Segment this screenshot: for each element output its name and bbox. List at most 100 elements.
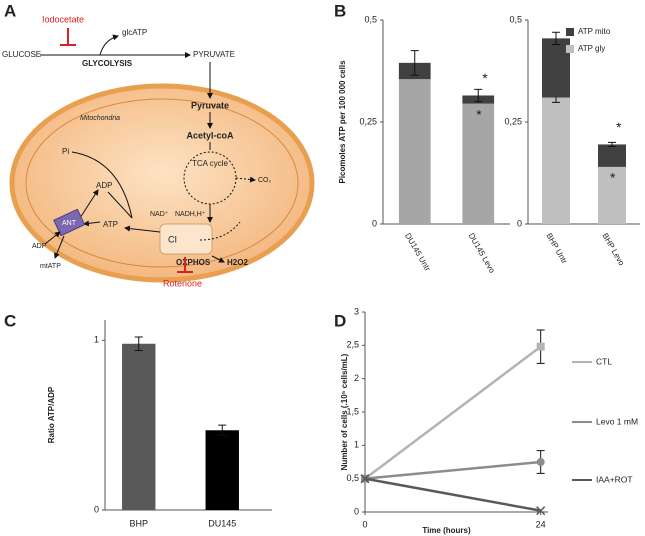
line <box>364 460 541 480</box>
arrow <box>71 151 133 219</box>
process: GLYCOLYSIS <box>82 59 133 68</box>
bar-segment <box>398 79 431 224</box>
y-tick-label: 0 <box>94 504 99 514</box>
line <box>364 477 541 512</box>
y-axis-label: Number of cells (.10⁵ cells/mL) <box>340 353 349 470</box>
y-tick-label: 0 <box>354 506 359 516</box>
metabolite: PYRUVATE <box>193 50 235 59</box>
marker <box>536 458 545 466</box>
y-tick-label: 1 <box>354 440 359 450</box>
arrow <box>79 189 99 219</box>
x-tick-label: DU145 <box>208 518 236 528</box>
metabolite: NADH,H⁺ <box>175 211 206 218</box>
bar-segment <box>462 103 495 224</box>
x-tick-label: 24 <box>536 519 546 529</box>
arrow <box>211 255 225 263</box>
y-tick-label: 1,5 <box>346 406 359 416</box>
metabolite: mtATP <box>40 263 61 270</box>
x-tick-label: BHP Untr <box>544 232 569 266</box>
y-tick-label: 0,25 <box>504 116 522 126</box>
complex-label: CI <box>168 234 177 244</box>
panel-label: B <box>334 1 346 20</box>
legend-label: CTL <box>596 356 612 366</box>
significance-mark: * <box>482 70 488 86</box>
x-axis-label: Time (hours) <box>422 526 471 535</box>
legend-swatch <box>566 45 574 53</box>
legend-label: Levo 1 mM <box>596 416 638 426</box>
transporter-box <box>53 208 86 237</box>
marker <box>536 506 546 516</box>
error-bar <box>474 88 483 103</box>
panel-label: D <box>334 311 346 330</box>
panel-label: A <box>4 1 16 20</box>
y-tick-label: 3 <box>354 306 359 316</box>
y-tick-label: 0,5 <box>509 14 522 24</box>
process: OXPHOS <box>176 258 211 267</box>
metabolite: ADP <box>32 243 47 250</box>
inhibition-mark <box>60 28 76 46</box>
legend-label: IAA+ROT <box>596 474 633 484</box>
bar-segment <box>542 38 570 98</box>
bar-segment <box>542 97 570 224</box>
arrow <box>107 191 133 219</box>
metabolite: glcATP <box>122 28 147 37</box>
metabolite: ATP <box>103 220 118 229</box>
x-tick-label: BHP Levo <box>600 232 626 268</box>
significance-mark: * <box>610 170 616 186</box>
pathway-diagram: Iodocetate GLUCOSE GLYCOLYSIS glcATP PYR… <box>2 14 315 288</box>
significance-mark: * <box>616 119 622 135</box>
error-bar <box>218 424 227 436</box>
metabolite: Acetyl-coA <box>186 130 234 140</box>
metabolite: Pi <box>62 147 69 156</box>
metabolite: CO₂ <box>258 177 272 184</box>
inhibitor-label: Iodocetate <box>42 14 84 24</box>
y-tick-label: 2 <box>354 373 359 383</box>
error-bar <box>552 31 560 45</box>
y-tick-label: 0,5 <box>346 473 359 483</box>
arrow <box>83 220 101 227</box>
legend-label: ATP mito <box>578 27 611 36</box>
panel-label: C <box>4 311 16 330</box>
y-tick-label: 2,5 <box>346 340 359 350</box>
metabolite: H2O2 <box>227 258 248 267</box>
process: TCA cycle <box>192 159 229 168</box>
transporter-label: ANT <box>62 220 77 227</box>
x-tick-label: BHP <box>129 518 148 528</box>
y-tick-label: 0,25 <box>359 116 377 126</box>
line <box>364 345 542 480</box>
compartment-label: Mitochondria <box>80 115 120 122</box>
metabolite: Pyruvate <box>191 100 229 110</box>
marker <box>360 474 370 484</box>
arrow <box>235 176 256 183</box>
arrow <box>54 235 65 259</box>
y-axis-label: Picomoles ATP per 100 000 cells <box>338 60 347 184</box>
y-tick-label: 0 <box>517 218 522 228</box>
significance-mark: * <box>476 106 482 122</box>
x-tick-label: DU145 Untr <box>403 232 432 273</box>
marker <box>536 342 545 351</box>
mitochondrion-inner <box>25 98 299 268</box>
bar <box>122 343 156 510</box>
mitochondrion-outer <box>9 83 315 283</box>
error-bar <box>410 50 419 76</box>
y-tick-label: 0,5 <box>364 14 377 24</box>
bar-segment <box>598 144 626 167</box>
y-tick-label: 1 <box>94 335 99 345</box>
x-tick-label: 0 <box>362 519 367 529</box>
bar-segment <box>598 166 626 224</box>
arrow <box>199 221 241 241</box>
legend-label: ATP gly <box>578 44 605 53</box>
metabolite: ADP <box>96 181 112 190</box>
arrow <box>99 34 119 56</box>
x-tick-label: DU145 Levo <box>467 232 497 275</box>
arrow <box>44 231 61 245</box>
inhibition-mark <box>177 257 193 273</box>
error-bar <box>608 141 616 147</box>
y-tick-label: 0 <box>372 218 377 228</box>
error-bar <box>134 336 143 352</box>
arrow <box>124 225 161 233</box>
legend-swatch <box>566 28 574 36</box>
inhibitor-label: Rotenone <box>163 278 202 288</box>
